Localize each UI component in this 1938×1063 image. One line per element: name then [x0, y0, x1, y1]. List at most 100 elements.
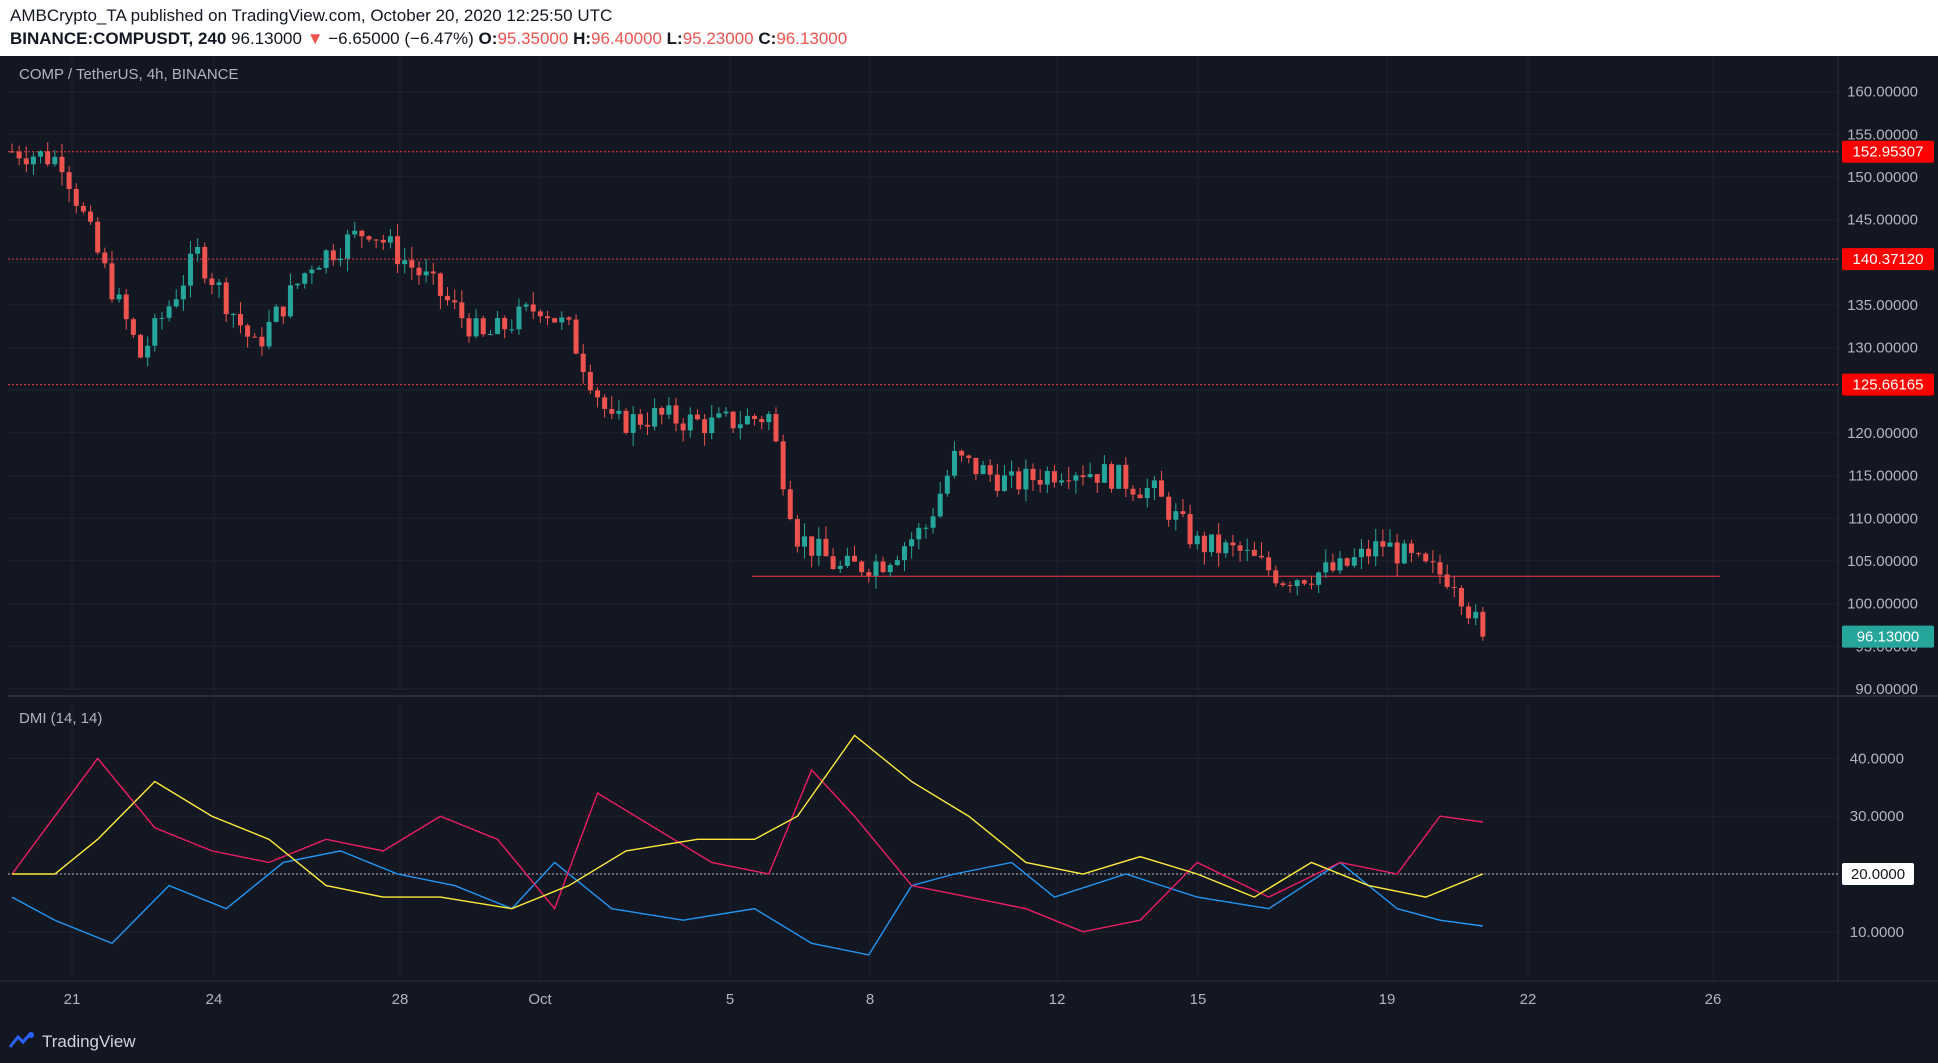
candle-body	[594, 390, 600, 398]
candle-body	[766, 413, 772, 423]
candle-body	[866, 572, 872, 576]
time-tick-label: 22	[1520, 991, 1537, 1008]
candle-body	[452, 300, 458, 303]
candle-body	[1387, 542, 1393, 547]
candle-body	[1151, 480, 1157, 489]
candle-body	[537, 311, 543, 317]
candle-body	[380, 239, 386, 243]
candle-body	[1087, 474, 1093, 478]
candle-body	[1009, 471, 1015, 476]
dmi-reference-tag	[1842, 863, 1914, 885]
candle-body	[166, 306, 172, 318]
candle-body	[345, 234, 351, 259]
tradingview-brand: TradingView	[42, 1032, 136, 1051]
chart-canvas[interactable]: 160.00000 155.00000 150.00000 145.00000 140.…	[0, 56, 1938, 1021]
time-tick-label: 15	[1190, 991, 1207, 1008]
candle-body	[709, 417, 715, 434]
candle-body	[123, 294, 129, 320]
candle-body	[1266, 557, 1272, 571]
candle-body	[502, 317, 508, 330]
candle-body	[1416, 553, 1422, 555]
candle-body	[1259, 555, 1264, 558]
candle-body	[987, 465, 993, 475]
candle-body	[180, 285, 186, 300]
candle-body	[509, 329, 515, 331]
down-arrow-icon: ▼	[306, 29, 324, 48]
candle-body	[1080, 475, 1086, 478]
symbol-name: BINANCE:COMPUSDT, 240	[10, 29, 227, 48]
candle-body	[516, 306, 522, 330]
candle-body	[930, 516, 936, 528]
dmi-series-line	[12, 734, 1484, 910]
candle-body	[1209, 534, 1215, 553]
candle-body	[1173, 511, 1179, 520]
price-tick-label: 150.00000	[1847, 169, 1918, 186]
candle-body	[1116, 464, 1122, 489]
candle-body	[16, 151, 22, 159]
level-price-label: 125.66165	[1853, 377, 1924, 394]
time-tick-label: 19	[1379, 991, 1396, 1008]
candle-body	[1337, 558, 1343, 571]
candle-body	[1458, 588, 1464, 607]
level-price-label: 152.95307	[1853, 144, 1924, 161]
candle-body	[1244, 549, 1250, 551]
candle-body	[523, 304, 529, 307]
candle-body	[1066, 480, 1072, 482]
candle-body	[1037, 480, 1043, 485]
candle-body	[395, 236, 401, 265]
candle-body	[280, 306, 286, 317]
candle-body	[609, 408, 615, 414]
candle-body	[1180, 511, 1186, 515]
time-tick-label: 24	[206, 991, 223, 1008]
candle-body	[387, 236, 393, 243]
time-tick-label: 5	[726, 991, 734, 1008]
candle-body	[487, 334, 493, 336]
last-price-label: 96.13000	[1857, 629, 1920, 646]
candle-body	[416, 267, 422, 276]
candle-body	[1401, 543, 1407, 564]
candle-body	[1030, 468, 1036, 481]
candle-body	[52, 156, 58, 165]
price-tick-label: 100.00000	[1847, 596, 1918, 613]
candle-body	[844, 555, 850, 566]
price-tick-label: 105.00000	[1847, 553, 1918, 570]
candle-body	[1273, 570, 1279, 584]
candle-body	[80, 205, 86, 212]
candle-body	[1216, 534, 1222, 554]
candle-body	[873, 561, 879, 576]
time-tick-label: 12	[1049, 991, 1066, 1008]
candle-body	[223, 282, 229, 315]
candle-body	[102, 252, 108, 264]
candle-body	[894, 560, 900, 565]
candle-body	[1301, 580, 1307, 584]
candle-body	[1109, 464, 1115, 489]
candle-body	[45, 151, 51, 165]
candle-body	[744, 415, 750, 425]
candle-body	[1380, 541, 1386, 547]
candle-body	[1444, 574, 1450, 587]
chart-area[interactable]: 160.00000 155.00000 150.00000 145.00000 140.…	[0, 56, 1938, 1021]
candle-body	[1223, 542, 1229, 554]
candle-body	[1473, 611, 1479, 619]
candle-body	[480, 318, 486, 335]
candle-body	[1373, 541, 1379, 557]
candle-body	[652, 407, 658, 427]
candle-body	[1330, 562, 1336, 571]
time-tick-label: 26	[1705, 991, 1722, 1008]
candle-body	[245, 325, 251, 337]
dmi-tick-label: 30.0000	[1850, 808, 1904, 825]
price-tick-label: 110.00000	[1848, 510, 1918, 527]
candle-body	[95, 221, 101, 253]
candle-body	[466, 318, 472, 337]
candle-body	[630, 414, 636, 433]
open-value: 95.35000	[497, 29, 569, 48]
level-price-tag	[1842, 140, 1934, 163]
candle-body	[816, 538, 822, 556]
candle-body	[573, 319, 579, 354]
candle-body	[1308, 583, 1314, 585]
indicator-title[interactable]: DMI (14, 14)	[19, 710, 103, 727]
candle-body	[852, 555, 858, 562]
candle-body	[902, 546, 907, 561]
candle-body	[302, 273, 308, 284]
candle-body	[445, 295, 451, 301]
